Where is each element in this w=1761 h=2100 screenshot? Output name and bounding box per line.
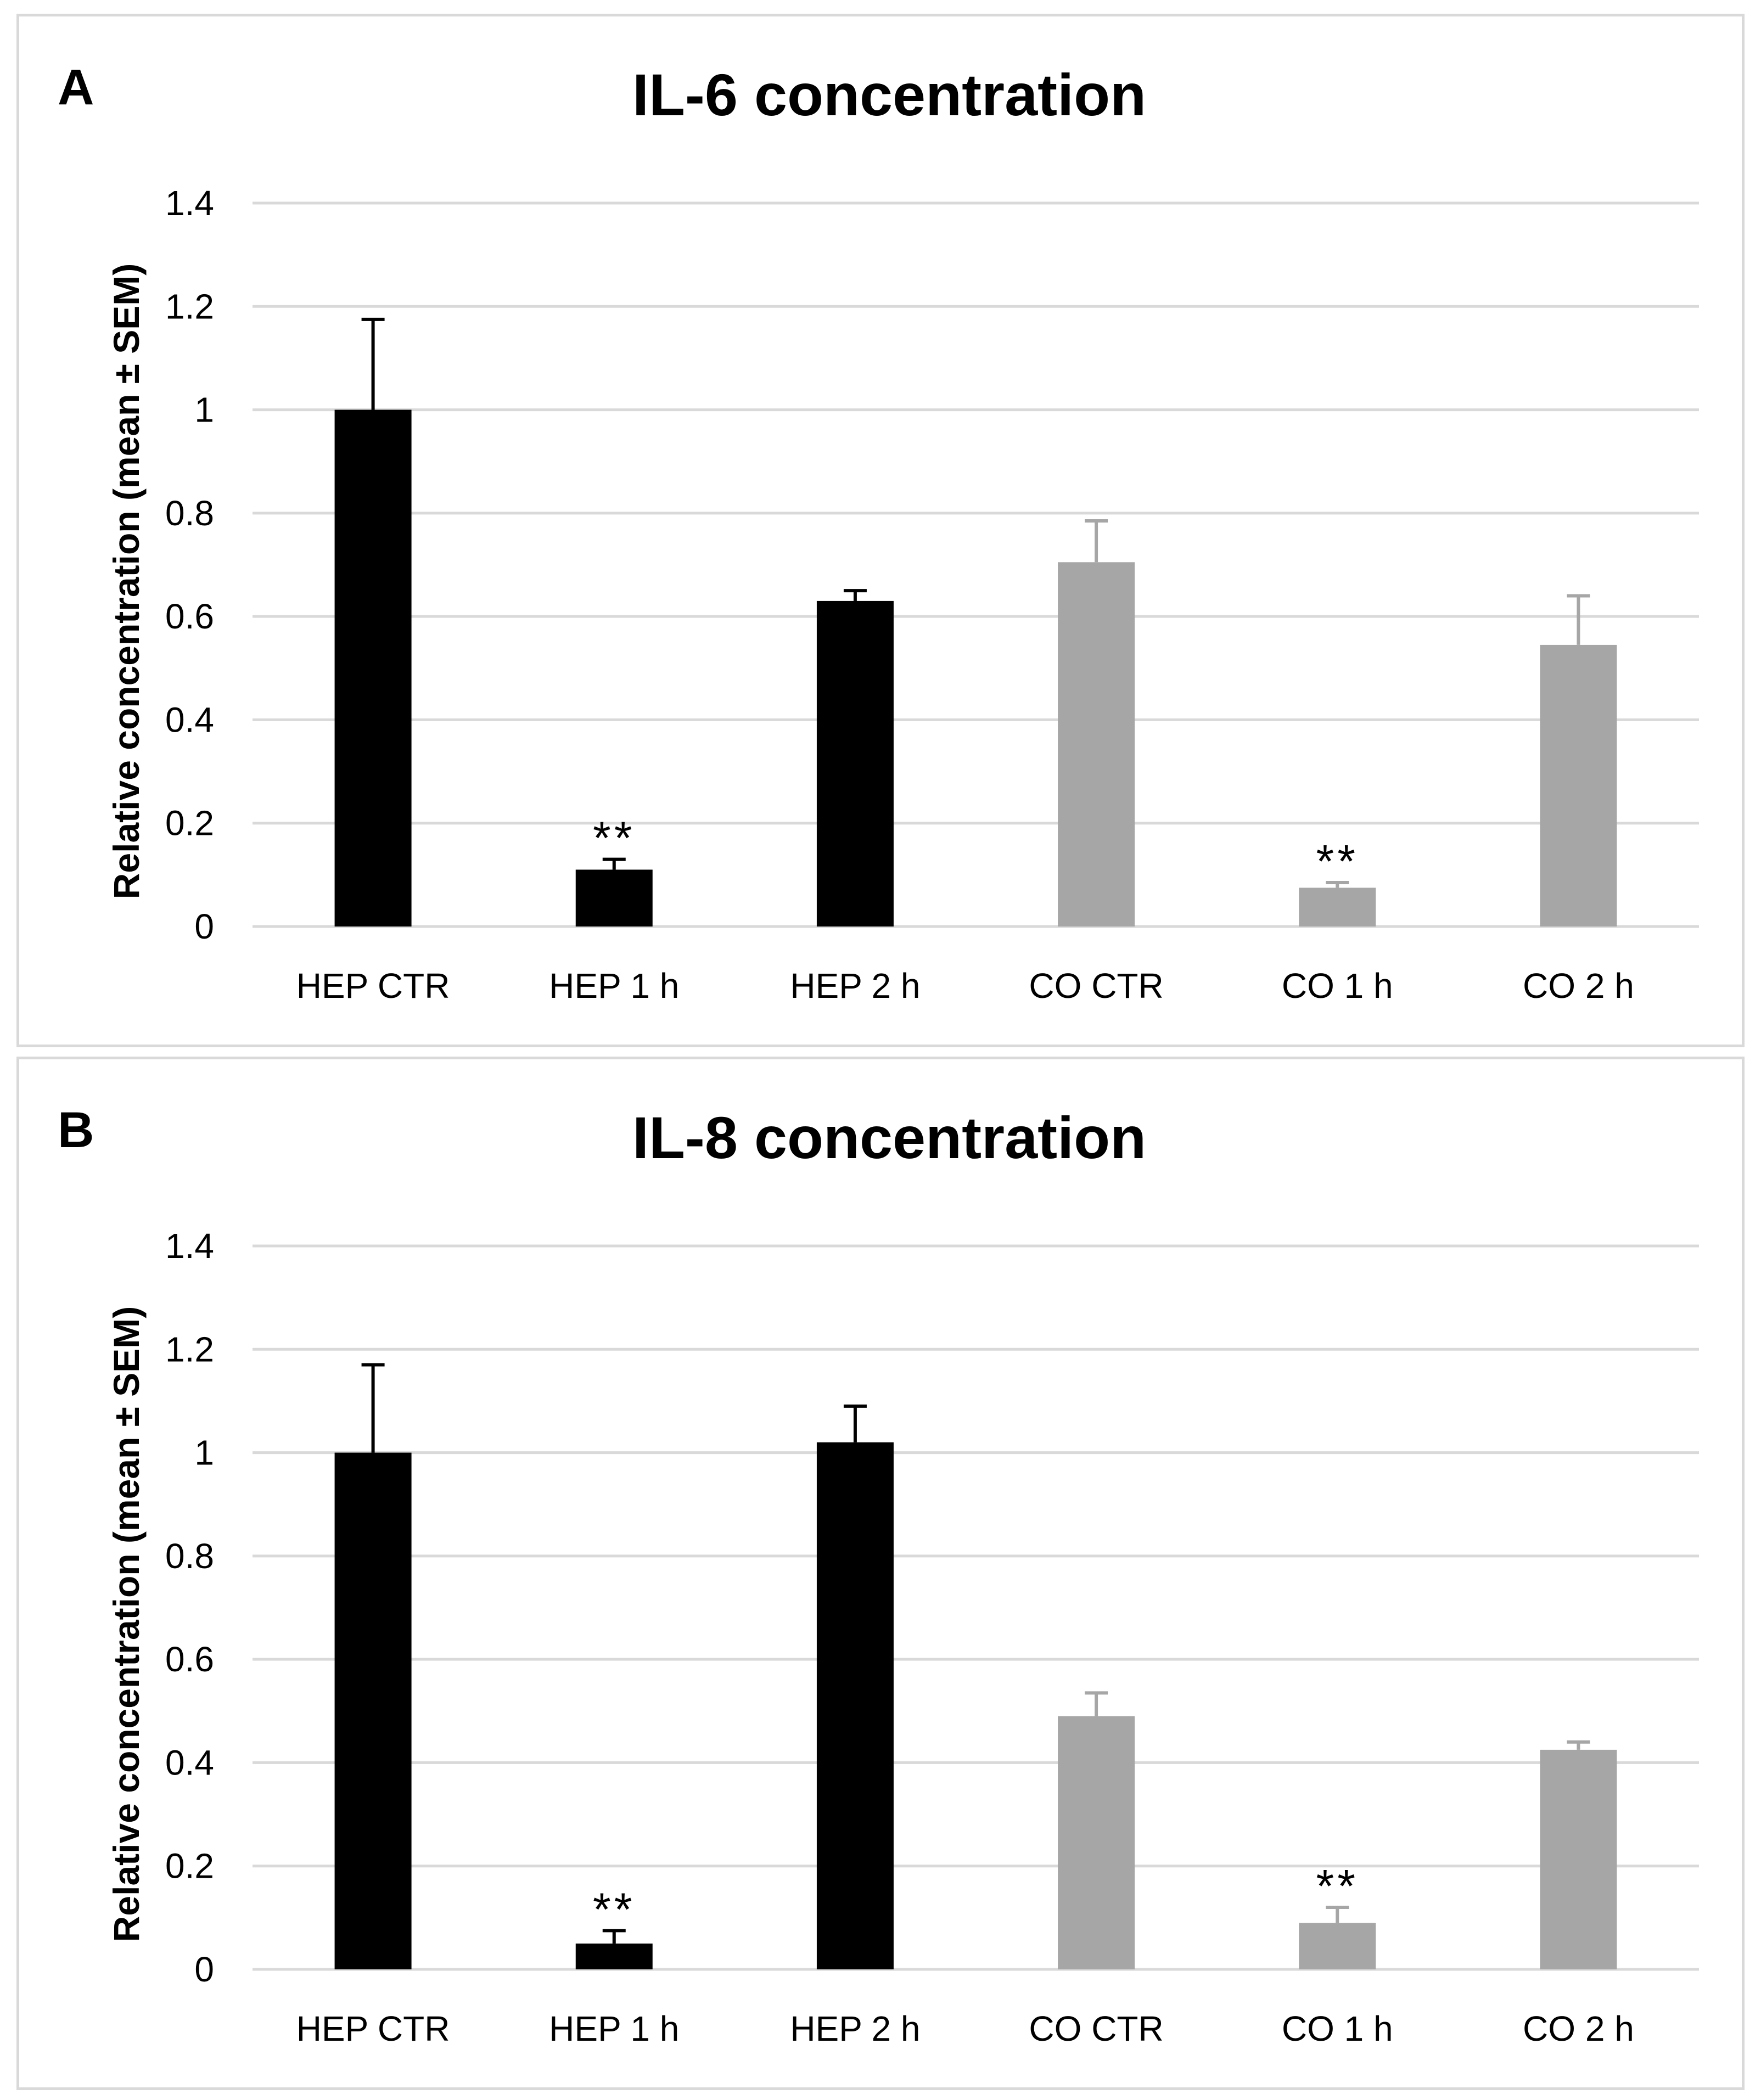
significance-marker: ** [1316,1860,1359,1912]
significance-marker: ** [1316,835,1359,887]
y-tick-label: 1.2 [165,287,214,326]
y-tick-label: 0.6 [165,597,214,636]
y-tick-label: 0.4 [165,700,214,739]
y-tick-label: 0.4 [165,1743,214,1782]
y-tick-label: 0.8 [165,493,214,533]
bar [816,1442,894,1969]
x-tick-label: HEP 1 h [549,966,679,1006]
x-tick-label: CO 1 h [1282,966,1393,1006]
x-tick-label: HEP CTR [296,2009,450,2048]
y-tick-label: 1 [194,390,214,430]
bar [334,1452,412,1969]
x-tick-label: CO 2 h [1523,966,1634,1006]
bar [816,600,894,927]
bar [575,1943,653,1969]
x-tick-label: HEP 1 h [549,2009,679,2048]
panel-label: A [58,59,94,115]
bar [1540,644,1617,927]
significance-marker: ** [593,812,635,864]
bar [1299,1923,1376,1969]
y-tick-label: 0 [194,907,214,946]
y-tick-label: 0.2 [165,804,214,843]
chart-panel-b: B IL-8 concentration 0 0.2 0.4 0.6 0.8 1 1.2 1.4 R… [16,1057,1745,2090]
y-tick-label: 0.6 [165,1639,214,1679]
bar [334,409,412,927]
y-tick-label: 0 [194,1950,214,1989]
y-tick-label: 1.4 [165,183,214,223]
y-axis-label: Relative concentration (mean ± SEM) [106,263,147,899]
il8-chart: B IL-8 concentration 0 0.2 0.4 0.6 0.8 1 1.2 1.4 R… [58,1102,1699,2048]
x-tick-label: HEP CTR [296,966,450,1006]
y-axis-label: Relative concentration (mean ± SEM) [106,1306,147,1942]
x-tick-label: HEP 2 h [790,2009,920,2048]
bar [1058,1716,1135,1969]
bar [1299,888,1376,927]
x-tick-label: CO CTR [1029,966,1163,1006]
y-tick-label: 1 [194,1433,214,1473]
x-tick-label: CO 1 h [1282,2009,1393,2048]
chart-panel-a: A IL-6 concentration 0 0.2 0.4 0.6 0.8 1 1.2 1.4 R… [16,14,1745,1047]
x-tick-label: CO CTR [1029,2009,1163,2048]
bar [1540,1749,1617,1969]
x-tick-label: CO 2 h [1523,2009,1634,2048]
chart-title: IL-8 concentration [632,1104,1146,1171]
bar [1058,562,1135,927]
significance-marker: ** [593,1883,635,1935]
chart-title: IL-6 concentration [632,61,1146,128]
y-tick-label: 0.8 [165,1536,214,1576]
y-tick-label: 0.2 [165,1846,214,1886]
y-tick-label: 1.2 [165,1329,214,1369]
il6-chart: A IL-6 concentration 0 0.2 0.4 0.6 0.8 1 1.2 1.4 R… [58,59,1699,1006]
y-tick-label: 1.4 [165,1226,214,1266]
x-tick-label: HEP 2 h [790,966,920,1006]
bar [575,869,653,927]
panel-label: B [58,1102,94,1158]
